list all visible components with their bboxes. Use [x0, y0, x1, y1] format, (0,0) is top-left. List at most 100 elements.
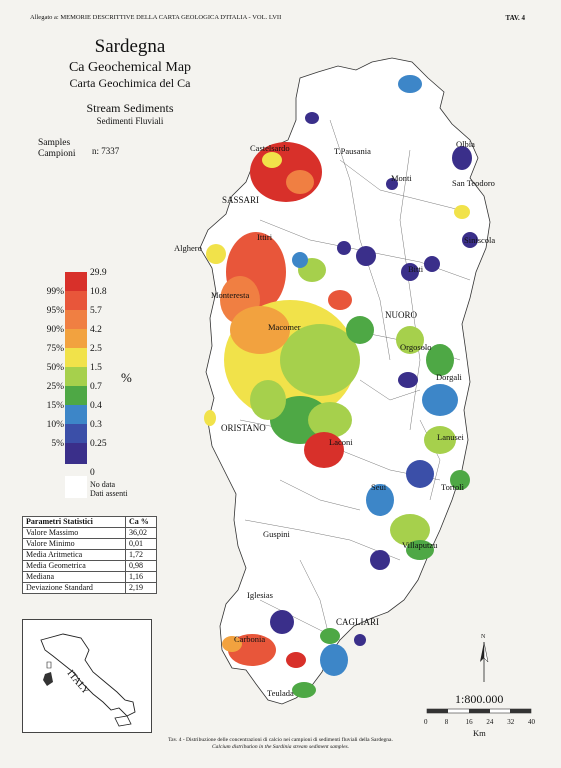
scale-tick: 8	[444, 718, 449, 726]
stats-row: Valore Massimo 36,02	[22, 527, 157, 539]
north-arrow-icon	[480, 641, 489, 682]
legend-swatch	[65, 424, 87, 445]
place-iglesias: Iglesias	[247, 590, 273, 600]
stats-row: Deviazione Standard 2,19	[22, 582, 157, 594]
scale-tick: 16	[465, 718, 473, 726]
place-cagliari: CAGLIARI	[336, 617, 379, 627]
legend-swatch	[65, 310, 87, 331]
place-tortoli: Tortolì	[441, 482, 465, 492]
stats-value: 36,02	[125, 527, 157, 539]
scale-tick: 40	[528, 718, 535, 726]
place-macomer: Macomer	[268, 322, 301, 332]
title-block: Sardegna Ca Geochemical Map Carta Geochi…	[30, 36, 230, 126]
italy-inset-map	[40, 633, 136, 727]
media-en: Stream Sediments	[86, 101, 174, 115]
samples-en: Samples	[38, 138, 71, 148]
legend-value: 10.8	[90, 287, 107, 297]
place-santeodoro: San Teodoro	[452, 178, 495, 188]
legend-percentile: 90%	[46, 325, 64, 335]
legend-swatch	[65, 443, 87, 464]
stats-row: Media Aritmetica 1,72	[22, 549, 157, 561]
legend-percentile: 75%	[46, 344, 64, 354]
legend-value: 2.5	[90, 344, 102, 354]
legend-percentile: 15%	[46, 401, 64, 411]
place-alghero: Alghero	[174, 243, 202, 253]
place-olbia: Olbia	[456, 139, 475, 149]
stats-header-row: Parametri Statistici Ca %	[22, 516, 157, 528]
header-right: TAV. 4	[505, 14, 525, 22]
stats-row: Valore Minimo 0,01	[22, 538, 157, 550]
place-siniscola: Siniscola	[464, 235, 496, 245]
stats-label: Media Geometrica	[22, 560, 126, 572]
stats-label: Valore Massimo	[22, 527, 126, 539]
north-label: N	[481, 634, 486, 640]
scale-tick: 0	[424, 718, 428, 726]
stats-value: 1,16	[125, 571, 157, 583]
scale-bar	[426, 708, 532, 714]
legend-unit: %	[121, 370, 132, 385]
samples-label: Samples Campioni	[38, 138, 75, 160]
place-oristano: ORISTANO	[221, 423, 266, 433]
caption-en: Calcium distribution in the Sardinia str…	[211, 744, 350, 750]
legend-value: 5.7	[90, 306, 102, 316]
samples-count: n: 7337	[92, 146, 120, 156]
place-dorgali: Dorgali	[436, 372, 462, 382]
media-it: Sedimenti Fluviali	[96, 116, 164, 126]
stats-value: 1,72	[125, 549, 157, 561]
legend-value: 0.4	[90, 401, 102, 411]
stats-value: 2,19	[125, 582, 157, 594]
legend-value: 0.7	[90, 382, 102, 392]
place-teulada: Teulada	[267, 688, 294, 698]
stats-label: Media Aritmetica	[22, 549, 126, 561]
legend-value: 29.9	[90, 268, 107, 278]
place-laconi: Laconi	[329, 437, 353, 447]
stats-value: 0,98	[125, 560, 157, 572]
stats-row: Mediana 1,16	[22, 571, 157, 583]
legend-nodata-swatch	[65, 476, 87, 498]
legend-value: 0.3	[90, 420, 102, 430]
legend-swatch	[65, 405, 87, 426]
place-monti: Monti	[391, 173, 412, 183]
legend-swatch	[65, 272, 87, 293]
place-ittiri: Ittiri	[257, 232, 273, 242]
legend-percentile: 50%	[46, 363, 64, 373]
map-region-title: Sardegna	[94, 36, 166, 57]
caption: Tav. 4 - Distribuzione delle concentrazi…	[0, 737, 561, 751]
scale-tick: 24	[486, 718, 494, 726]
italy-inset: ITALY	[22, 619, 152, 733]
samples-it: Campioni	[38, 149, 76, 159]
legend-percentile: 95%	[46, 306, 64, 316]
legend-percentile: 10%	[46, 420, 64, 430]
legend-swatch	[65, 348, 87, 369]
legend-swatch	[65, 367, 87, 388]
concentration-patches	[204, 75, 478, 698]
legend-value: 4.2	[90, 325, 102, 335]
stats-label: Deviazione Standard	[22, 582, 126, 594]
scale-tick: 32	[507, 718, 515, 726]
place-lanusei: Lanusei	[437, 432, 464, 442]
scale-ratio: 1:800.000	[455, 692, 504, 706]
map-title-en: Ca Geochemical Map	[68, 60, 192, 75]
place-orgosolo: Orgosolo	[400, 342, 432, 352]
stats-label: Valore Minimo	[22, 538, 126, 550]
legend: % 0 No data Dati assenti 29.9 10.8 99% 5.7 9…	[18, 268, 138, 508]
stats-header-param: Parametri Statistici	[22, 516, 126, 528]
legend-min-value: 0	[90, 468, 95, 478]
legend-nodata-en: No data	[90, 480, 116, 489]
map-title-it: Carta Geochimica del Ca	[69, 76, 191, 90]
legend-swatch	[65, 329, 87, 350]
legend-nodata-label: No data Dati assenti	[90, 480, 128, 498]
header-left: Allegato a: MEMORIE DESCRITTIVE DELLA CA…	[30, 14, 282, 21]
place-carbonia: Carbonia	[234, 634, 266, 644]
place-monteresta: Monteresta	[211, 290, 250, 300]
legend-percentile: 25%	[46, 382, 64, 392]
legend-percentile: 5%	[51, 439, 64, 449]
stats-row: Media Geometrica 0,98	[22, 560, 157, 572]
place-tpausania: T.Pausania	[334, 146, 371, 156]
place-castelsardo: Castelsardo	[250, 143, 290, 153]
place-sassari: SASSARI	[222, 195, 260, 205]
stats-table: Parametri Statistici Ca % Valore Massimo…	[22, 516, 157, 594]
place-villaputzu: Villaputzu	[402, 540, 438, 550]
scale-unit: Km	[473, 728, 486, 738]
